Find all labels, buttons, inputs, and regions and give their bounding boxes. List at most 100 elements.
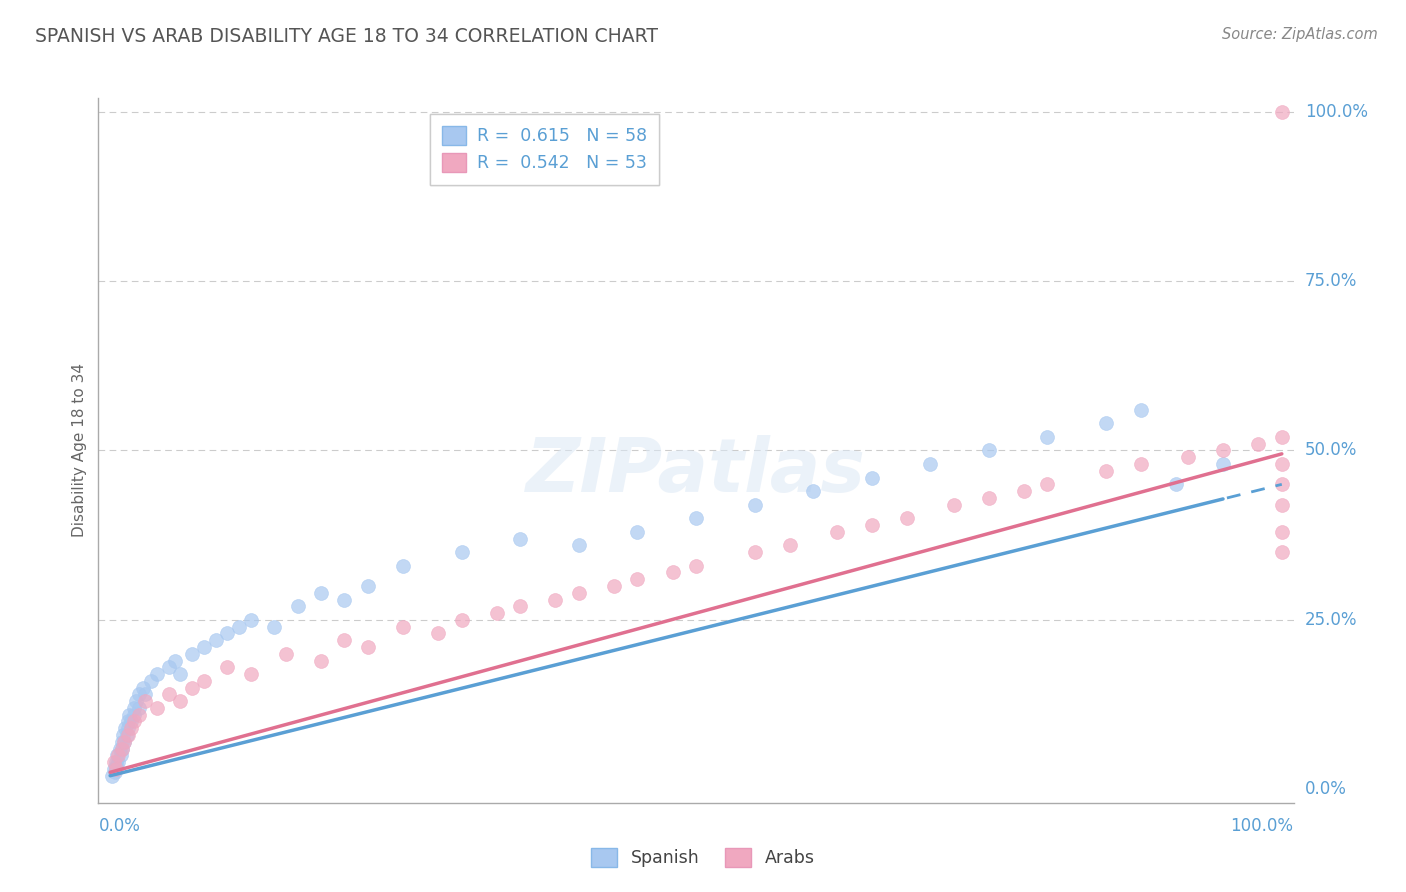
Point	[603, 579, 626, 593]
Point	[568, 538, 591, 552]
Point	[1212, 457, 1234, 471]
Text: 50.0%: 50.0%	[1305, 442, 1357, 459]
Point	[117, 714, 139, 729]
Point	[309, 586, 332, 600]
Point	[157, 687, 180, 701]
Point	[118, 707, 141, 722]
Text: 0.0%: 0.0%	[98, 817, 141, 835]
Point	[896, 511, 918, 525]
Point	[111, 735, 134, 749]
Point	[134, 687, 156, 701]
Y-axis label: Disability Age 18 to 34: Disability Age 18 to 34	[72, 363, 87, 538]
Point	[157, 660, 180, 674]
Point	[333, 633, 356, 648]
Point	[117, 728, 139, 742]
Point	[1130, 457, 1153, 471]
Point	[392, 558, 415, 573]
Point	[450, 613, 472, 627]
Point	[181, 681, 204, 695]
Point	[114, 721, 136, 735]
Point	[744, 545, 766, 559]
Point	[101, 769, 124, 783]
Text: 75.0%: 75.0%	[1305, 272, 1357, 290]
Text: 100.0%: 100.0%	[1305, 103, 1368, 120]
Point	[309, 653, 332, 667]
Point	[122, 701, 145, 715]
Point	[1271, 524, 1294, 539]
Point	[111, 741, 134, 756]
Point	[128, 701, 150, 715]
Point	[120, 714, 142, 729]
Text: 100.0%: 100.0%	[1230, 817, 1294, 835]
Point	[287, 599, 309, 614]
Point	[115, 728, 138, 742]
Point	[1271, 457, 1294, 471]
Point	[120, 721, 142, 735]
Point	[1271, 430, 1294, 444]
Point	[1036, 430, 1059, 444]
Point	[193, 640, 215, 654]
Text: Source: ZipAtlas.com: Source: ZipAtlas.com	[1222, 27, 1378, 42]
Point	[825, 524, 848, 539]
Point	[217, 626, 239, 640]
Point	[685, 558, 707, 573]
Text: ZIPatlas: ZIPatlas	[526, 435, 866, 508]
Point	[450, 545, 472, 559]
Point	[1130, 402, 1153, 417]
Point	[1095, 417, 1118, 431]
Point	[103, 762, 125, 776]
Point	[485, 606, 508, 620]
Point	[239, 613, 262, 627]
Point	[977, 443, 1000, 458]
Point	[104, 765, 127, 780]
Point	[427, 626, 450, 640]
Text: 0.0%: 0.0%	[1305, 780, 1347, 798]
Point	[107, 748, 129, 763]
Point	[105, 762, 128, 776]
Point	[146, 667, 169, 681]
Legend: Spanish, Arabs: Spanish, Arabs	[583, 841, 823, 874]
Point	[141, 673, 163, 688]
Point	[860, 470, 883, 484]
Point	[1012, 484, 1035, 499]
Point	[1036, 477, 1059, 491]
Point	[122, 707, 145, 722]
Point	[357, 640, 380, 654]
Point	[1166, 477, 1188, 491]
Point	[685, 511, 707, 525]
Point	[110, 748, 132, 763]
Text: SPANISH VS ARAB DISABILITY AGE 18 TO 34 CORRELATION CHART: SPANISH VS ARAB DISABILITY AGE 18 TO 34 …	[35, 27, 658, 45]
Point	[626, 524, 648, 539]
Point	[103, 755, 125, 769]
Text: 25.0%: 25.0%	[1305, 611, 1357, 629]
Point	[125, 694, 148, 708]
Point	[274, 647, 297, 661]
Point	[744, 498, 766, 512]
Point	[942, 498, 965, 512]
Point	[1271, 104, 1294, 119]
Point	[920, 457, 942, 471]
Point	[626, 572, 648, 586]
Point	[1177, 450, 1199, 465]
Point	[107, 755, 129, 769]
Point	[1271, 545, 1294, 559]
Point	[1271, 498, 1294, 512]
Point	[134, 694, 156, 708]
Point	[1095, 464, 1118, 478]
Point	[228, 619, 250, 633]
Point	[163, 653, 186, 667]
Point	[105, 758, 128, 772]
Point	[132, 681, 155, 695]
Point	[801, 484, 824, 499]
Point	[193, 673, 215, 688]
Point	[263, 619, 285, 633]
Point	[105, 755, 128, 769]
Point	[112, 728, 135, 742]
Point	[112, 735, 135, 749]
Point	[128, 707, 150, 722]
Point	[1271, 477, 1294, 491]
Point	[181, 647, 204, 661]
Point	[169, 694, 191, 708]
Point	[333, 592, 356, 607]
Point	[661, 566, 683, 580]
